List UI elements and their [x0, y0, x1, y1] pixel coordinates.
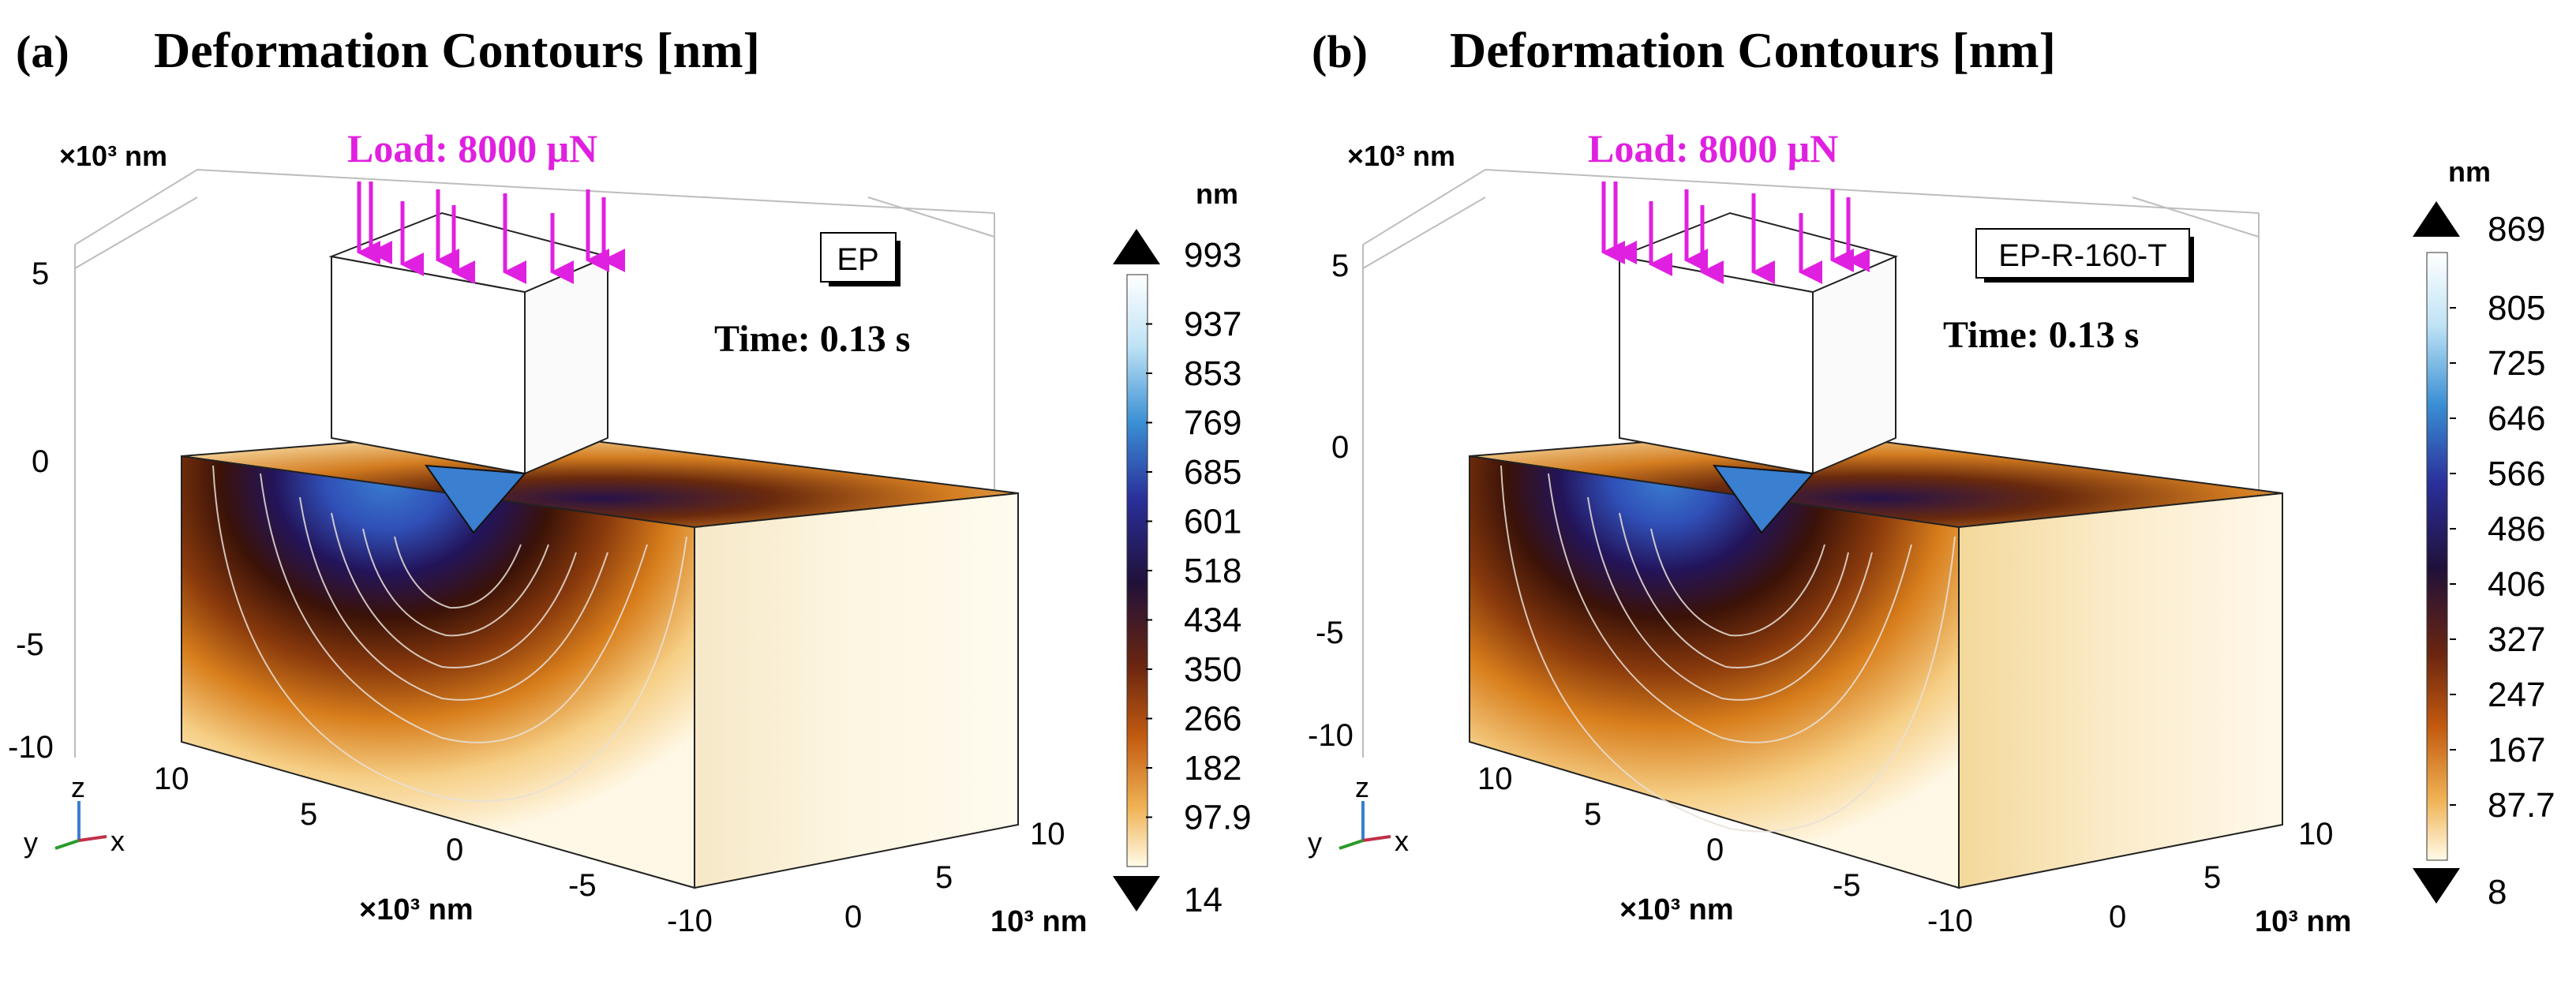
- chart-a-svg: (a) Deformation Contours [nm] ×10³ nm 5 …: [8, 22, 1252, 938]
- triad-x: x: [110, 825, 125, 857]
- load-label: Load: 8000 μN: [347, 126, 597, 170]
- sample-label: EP-R-160-T: [1998, 238, 2166, 273]
- colorbar-tick-label: 97.9: [1184, 799, 1252, 837]
- colorbar-unit: nm: [1196, 178, 1238, 210]
- colorbar-tick-label: 266: [1184, 700, 1241, 739]
- triad-x: x: [1395, 825, 1409, 857]
- x-tick-label: 0: [446, 833, 463, 867]
- colorbar-tick-label: 805: [2488, 289, 2545, 328]
- x-tick-label: 5: [1584, 797, 1601, 832]
- colorbar-tick-label: 685: [1184, 453, 1241, 492]
- z-tick-label: 5: [1331, 249, 1349, 283]
- z-tick-label: -10: [1308, 718, 1354, 753]
- load-arrows: [357, 182, 625, 284]
- colorbar-tick-label: 566: [2488, 455, 2545, 493]
- colorbar-tick-label: 182: [1184, 749, 1241, 788]
- colorbar-tick-label: 327: [2488, 620, 2545, 659]
- time-label: Time: 0.13 s: [714, 318, 910, 360]
- panel-b: (b) Deformation Contours [nm] ×10³ nm 5 …: [1288, 0, 2576, 992]
- colorbar-tick-label: 87.7: [2488, 786, 2555, 825]
- colorbar-max-arrow: [2413, 201, 2460, 237]
- block-front-face: [181, 455, 695, 889]
- colorbar-ticks: 805 725 646 566 486 406 327 247 167 87.7: [2450, 289, 2555, 825]
- colorbar-tick-label: 350: [1184, 650, 1241, 689]
- indenter: [328, 212, 611, 534]
- colorbar-tick-label: 434: [1184, 601, 1241, 640]
- z-tick-label: 5: [32, 256, 49, 291]
- x-axis-unit: ×10³ nm: [1619, 893, 1734, 926]
- colorbar-tick-label: 601: [1184, 503, 1241, 541]
- x-tick-label: -10: [1927, 904, 1973, 938]
- load-label: Load: 8000 μN: [1588, 126, 1838, 170]
- colorbar-tick-label: 725: [2488, 344, 2545, 383]
- colorbar-tick-label: 853: [1184, 354, 1241, 393]
- triad-y: y: [1308, 826, 1322, 859]
- z-tick-label: -10: [8, 730, 54, 765]
- x-tick-label: 10: [1477, 762, 1513, 796]
- colorbar-max: 993: [1184, 236, 1241, 275]
- z-tick-label: 0: [1331, 430, 1349, 465]
- x-tick-label: -10: [667, 904, 713, 938]
- block-side-face: [694, 492, 1019, 889]
- sample-label: EP: [837, 242, 878, 277]
- colorbar-tick-label: 406: [2488, 565, 2545, 604]
- axis-triad: z y x: [24, 771, 125, 859]
- y-axis-unit: 10³ nm: [990, 905, 1087, 938]
- colorbar-tick-label: 769: [1184, 404, 1241, 443]
- colorbar-tick-label: 247: [2488, 676, 2545, 714]
- panel-label: (a): [16, 26, 69, 77]
- colorbar-max: 869: [2488, 210, 2545, 249]
- z-tick-label: -5: [16, 627, 44, 662]
- y-tick-label: 5: [935, 860, 953, 895]
- y-tick-label: 5: [2203, 860, 2221, 895]
- y-axis-unit: 10³ nm: [2255, 905, 2351, 938]
- colorbar-max-arrow: [1113, 229, 1160, 264]
- colorbar: [2426, 252, 2448, 861]
- x-tick-label: 0: [1706, 833, 1724, 867]
- axis-triad: z y x: [1308, 771, 1409, 859]
- bounding-box-grid: [74, 169, 995, 758]
- triad-y: y: [24, 826, 38, 859]
- contour-lines: [212, 465, 687, 803]
- chart-title: Deformation Contours [nm]: [1450, 22, 2056, 78]
- y-tick-label: 10: [2298, 817, 2334, 852]
- colorbar-min: 8: [2488, 873, 2507, 912]
- colorbar-tick-label: 167: [2488, 731, 2545, 769]
- x-tick-label: 10: [154, 762, 189, 796]
- colorbar-ticks: 937 853 769 685 601 518 434 350 266 182 97.9: [1146, 305, 1252, 837]
- colorbar-tick-label: 646: [2488, 399, 2545, 438]
- sample-label-box: [1975, 228, 2190, 279]
- x-axis-unit: ×10³ nm: [359, 893, 474, 926]
- contour-lines: [1500, 465, 1956, 833]
- colorbar-tick-label: 937: [1184, 305, 1241, 344]
- y-tick-label: 0: [844, 900, 862, 934]
- block-side-face: [1958, 492, 2283, 889]
- z-axis-unit: ×10³ nm: [1347, 140, 1455, 172]
- z-tick-label: 0: [32, 444, 49, 479]
- colorbar-tick-label: 486: [2488, 510, 2545, 548]
- x-tick-label: -5: [1833, 868, 1861, 903]
- triad-z: z: [1355, 771, 1369, 803]
- panel-label: (b): [1312, 26, 1368, 77]
- x-tick-label: -5: [568, 868, 597, 903]
- y-tick-label: 0: [2109, 900, 2126, 934]
- triad-z: z: [71, 771, 85, 803]
- colorbar-min-arrow: [1113, 876, 1160, 912]
- bounding-box-grid: [1362, 169, 2260, 758]
- x-tick-label: 5: [300, 797, 317, 832]
- z-tick-label: -5: [1316, 616, 1344, 650]
- colorbar-min-arrow: [2413, 868, 2460, 904]
- chart-title: Deformation Contours [nm]: [154, 22, 760, 78]
- z-axis-unit: ×10³ nm: [59, 140, 167, 172]
- time-label: Time: 0.13 s: [1943, 314, 2139, 356]
- colorbar: [1126, 274, 1148, 867]
- colorbar-unit: nm: [2448, 155, 2491, 188]
- panel-a: (a) Deformation Contours [nm] ×10³ nm 5 …: [8, 22, 1252, 938]
- colorbar-min: 14: [1184, 881, 1222, 919]
- colorbar-tick-label: 518: [1184, 552, 1241, 590]
- load-arrows: [1601, 182, 1870, 284]
- chart-b-svg: (b) Deformation Contours [nm] ×10³ nm 5 …: [1308, 22, 2555, 938]
- y-tick-label: 10: [1030, 817, 1065, 852]
